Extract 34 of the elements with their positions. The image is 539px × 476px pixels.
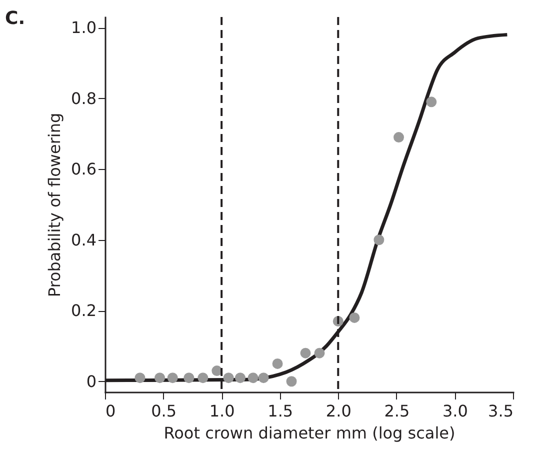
- y-tick-label: 1.0: [71, 18, 96, 38]
- point: [134, 372, 146, 384]
- x-axis-title: Root crown diameter mm (log scale): [164, 424, 456, 442]
- point: [314, 348, 325, 358]
- point: [286, 376, 297, 387]
- point: [184, 372, 194, 384]
- point: [248, 372, 258, 384]
- x-tick-label: 1.0: [209, 402, 235, 420]
- point: [154, 372, 166, 384]
- y-tick-label: 0.2: [71, 301, 96, 320]
- y-tick-label: 0.6: [71, 160, 96, 179]
- x-tick-label: 2.0: [326, 402, 352, 420]
- x-tick-label: 3.0: [442, 402, 468, 420]
- point: [234, 372, 246, 384]
- point: [272, 358, 283, 369]
- y-tick-label: 0.4: [71, 230, 96, 250]
- x-tick-label: 0: [106, 402, 116, 420]
- y-axis-title: Probability of flowering: [45, 112, 64, 298]
- point: [223, 372, 234, 384]
- point: [198, 372, 208, 384]
- point: [258, 372, 269, 384]
- point: [349, 312, 360, 323]
- x-tick-label: 3.5: [488, 402, 514, 420]
- y-tick-label: 0: [86, 372, 96, 391]
- point: [426, 96, 437, 108]
- x-tick-label: 1.5: [268, 402, 294, 420]
- point: [374, 234, 384, 246]
- point: [300, 348, 311, 358]
- x-tick-label: 2.5: [384, 402, 410, 420]
- chart-title: C.: [5, 8, 26, 29]
- point: [394, 132, 404, 143]
- x-tick-label: 0.5: [151, 402, 177, 420]
- point: [167, 372, 178, 384]
- y-tick-label: 0.8: [71, 88, 96, 108]
